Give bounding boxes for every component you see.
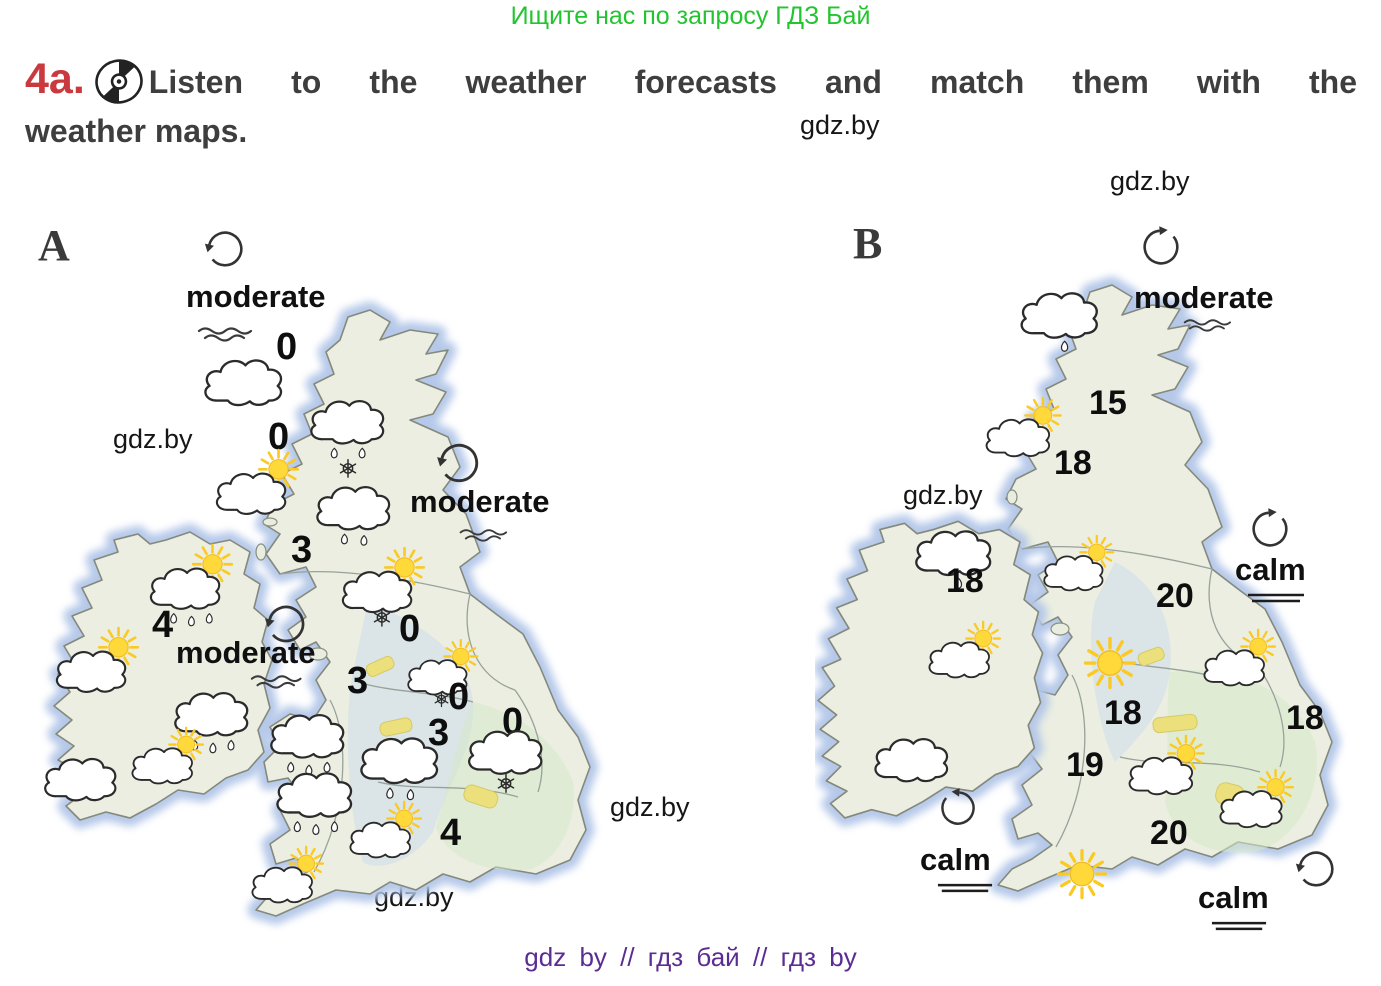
cloud-icon — [870, 734, 954, 784]
temperature-label: 18 — [1054, 444, 1092, 482]
small-islands — [1006, 489, 1070, 636]
temperature-label: 20 — [1150, 814, 1188, 852]
temperature-label: 4 — [152, 604, 174, 646]
wind-direction-icon — [434, 438, 484, 488]
temperature-label: 4 — [440, 812, 462, 854]
exercise-title: 4a. Listen to the weather forecasts and m… — [25, 55, 1357, 105]
wind-direction-icon — [936, 786, 980, 830]
temperature-label: 18 — [946, 562, 984, 600]
wind-strength-label: calm — [1235, 552, 1306, 587]
exercise-instruction-line1: Listen to the weather forecasts and matc… — [148, 64, 1357, 100]
sun-cloud-icon — [52, 626, 148, 696]
watermark: gdz.by — [113, 424, 193, 454]
sun-cloud-icon — [1216, 768, 1302, 831]
squiggle-underline-icon — [250, 674, 308, 689]
wind-strength-label: calm — [1198, 880, 1269, 915]
map-a-letter: A — [38, 221, 70, 270]
sun-cloud-icon — [346, 800, 430, 861]
double-underline-icon — [1210, 920, 1268, 932]
sun-cloud-icon — [1125, 734, 1213, 798]
rain-cloud-icon — [356, 733, 444, 808]
wind-strength-label: moderate — [1134, 280, 1274, 315]
sun-cloud-icon — [1040, 534, 1122, 594]
watermark: gdz.by — [903, 480, 983, 510]
sun-icon — [1056, 848, 1108, 900]
watermark: gdz.by — [1110, 166, 1190, 196]
squiggle-underline-icon — [197, 326, 259, 342]
wind-direction-icon — [1293, 846, 1339, 892]
temperature-label: 15 — [1089, 384, 1127, 422]
sun-cloud-icon — [248, 845, 332, 906]
snow-cloud-icon — [464, 726, 548, 799]
temperature-label: 18 — [1286, 699, 1324, 737]
sun-cloud-icon — [212, 448, 308, 518]
snow-rain-cloud-icon — [306, 396, 390, 481]
temperature-label: 0 — [448, 676, 470, 718]
wind-strength-label: moderate — [410, 484, 550, 519]
watermark: gdz.by — [800, 110, 880, 140]
wind-strength-label: moderate — [186, 279, 326, 314]
temperature-label: 0 — [276, 326, 298, 368]
sun-snow-cloud-icon — [404, 638, 486, 710]
exercise-instruction-line2: weather maps. — [25, 113, 248, 149]
temperature-label: 0 — [399, 608, 421, 650]
audio-cd-icon — [93, 58, 145, 105]
wind-strength-label: moderate — [176, 635, 316, 670]
squiggle-underline-icon — [458, 528, 514, 542]
temperature-label: 19 — [1066, 746, 1104, 784]
sun-cloud-icon — [128, 726, 212, 787]
cloud-icon — [200, 355, 288, 408]
sun-cloud-icon — [1200, 628, 1284, 689]
wind-strength-label: calm — [920, 842, 991, 877]
rain-cloud-icon — [312, 482, 396, 553]
temperature-label: 3 — [291, 529, 313, 571]
sun-icon — [1083, 636, 1137, 690]
cloud-icon — [40, 754, 122, 803]
rain-cloud-icon — [1016, 288, 1104, 358]
terrain-patches — [365, 655, 499, 809]
wind-direction-icon — [202, 226, 248, 272]
temperature-label: 0 — [268, 416, 290, 458]
exercise-number: 4a. — [25, 55, 85, 103]
sun-cloud-icon — [925, 620, 1009, 681]
double-underline-icon — [1246, 592, 1306, 604]
footer-search-terms: gdz by // гдз бай // гдз by — [524, 942, 857, 972]
temperature-label: 3 — [347, 660, 369, 702]
small-islands — [255, 517, 328, 661]
double-underline-icon — [936, 882, 994, 894]
wind-direction-icon — [1247, 506, 1293, 552]
promo-banner: Ищите нас по запросу ГДЗ Бай — [510, 2, 871, 30]
wind-direction-icon — [1138, 224, 1184, 270]
temperature-label: 3 — [428, 712, 450, 754]
temperature-label: 18 — [1104, 694, 1142, 732]
watermark: gdz.by — [610, 792, 690, 822]
squiggle-underline-icon — [1183, 318, 1237, 332]
temperature-label: 20 — [1156, 577, 1194, 615]
map-b-letter: B — [853, 219, 883, 268]
